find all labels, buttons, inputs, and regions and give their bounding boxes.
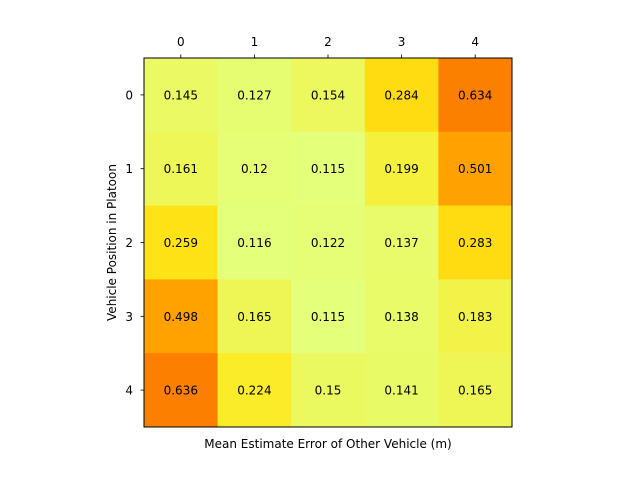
heatmap-cell-r1-c1 — [217, 131, 292, 207]
cell-value-label-r2-c2: 0.122 — [311, 236, 345, 250]
x-tick-label-2: 2 — [324, 35, 332, 49]
cell-value-label-r1-c2: 0.115 — [311, 162, 345, 176]
heatmap-cell-r0-c1 — [217, 58, 292, 133]
heatmap-cell-r2-c3 — [364, 205, 439, 280]
x-tick-label-1: 1 — [251, 35, 259, 49]
cell-value-label-r1-c0: 0.161 — [164, 162, 198, 176]
heatmap-cell-r4-c3 — [364, 353, 439, 428]
cell-value-label-r4-c2: 0.15 — [315, 384, 342, 398]
cell-value-label-r4-c3: 0.141 — [384, 384, 418, 398]
cell-value-label-r0-c4: 0.634 — [458, 88, 492, 102]
cell-value-label-r2-c1: 0.116 — [237, 236, 271, 250]
cell-value-label-r0-c2: 0.154 — [311, 88, 345, 102]
cell-value-label-r0-c1: 0.127 — [237, 88, 271, 102]
cell-value-label-r2-c4: 0.283 — [458, 236, 492, 250]
cell-value-label-r0-c3: 0.284 — [384, 88, 418, 102]
heatmap-cell-r3-c4 — [438, 279, 513, 354]
heatmap-cell-r0-c4 — [438, 58, 513, 133]
heatmap-cell-r1-c3 — [364, 131, 439, 207]
cell-value-label-r4-c1: 0.224 — [237, 384, 271, 398]
heatmap-cell-r3-c1 — [217, 279, 292, 354]
y-tick-label-3: 3 — [125, 310, 133, 324]
cell-value-label-r3-c4: 0.183 — [458, 310, 492, 324]
cell-value-label-r1-c3: 0.199 — [384, 162, 418, 176]
heatmap-cell-r4-c4 — [438, 353, 513, 428]
cell-value-label-r3-c1: 0.165 — [237, 310, 271, 324]
heatmap-cell-r4-c0 — [144, 353, 219, 428]
heatmap-cell-r1-c0 — [144, 131, 219, 207]
y-tick-label-4: 4 — [125, 384, 133, 398]
heatmap-cell-r0-c3 — [364, 58, 439, 133]
heatmap-cell-r0-c2 — [291, 58, 366, 133]
heatmap-cell-r3-c3 — [364, 279, 439, 354]
cell-value-label-r3-c3: 0.138 — [384, 310, 418, 324]
heatmap-cells — [144, 58, 513, 428]
cell-value-label-r3-c2: 0.115 — [311, 310, 345, 324]
y-tick-label-1: 1 — [125, 162, 133, 176]
heatmap-cell-r1-c2 — [291, 131, 366, 207]
x-tick-label-0: 0 — [177, 35, 185, 49]
heatmap-cell-labels: 0.145 0.127 0.154 0.284 0.634 0.161 0.12 0.115 0… — [164, 88, 493, 397]
cell-value-label-r2-c0: 0.259 — [164, 236, 198, 250]
x-tick-label-3: 3 — [398, 35, 406, 49]
cell-value-label-r1-c4: 0.501 — [458, 162, 492, 176]
heatmap-cell-r2-c4 — [438, 205, 513, 280]
cell-value-label-r0-c0: 0.145 — [164, 88, 198, 102]
y-axis-label: Vehicle Position in Platoon — [105, 164, 119, 321]
cell-value-label-r4-c4: 0.165 — [458, 384, 492, 398]
cell-value-label-r4-c0: 0.636 — [164, 384, 198, 398]
heatmap-cell-r0-c0 — [144, 58, 219, 133]
y-tick-label-0: 0 — [125, 88, 133, 102]
heatmap-cell-r2-c2 — [291, 205, 366, 280]
heatmap-cell-r4-c1 — [217, 353, 292, 428]
heatmap-cell-r3-c2 — [291, 279, 366, 354]
y-tick-label-2: 2 — [125, 236, 133, 250]
cell-value-label-r1-c1: 0.12 — [241, 162, 268, 176]
heatmap-cell-r3-c0 — [144, 279, 219, 354]
cell-value-label-r2-c3: 0.137 — [384, 236, 418, 250]
heatmap-cell-r1-c4 — [438, 131, 513, 207]
heatmap-cell-r2-c0 — [144, 205, 219, 280]
heatmap-cell-r2-c1 — [217, 205, 292, 280]
axis-ticks: 0 1 2 3 4 0 1 2 3 4 — [125, 35, 479, 398]
x-tick-label-4: 4 — [471, 35, 479, 49]
x-axis-label: Mean Estimate Error of Other Vehicle (m) — [204, 437, 451, 451]
heatmap-cell-r4-c2 — [291, 353, 366, 428]
cell-value-label-r3-c0: 0.498 — [164, 310, 198, 324]
